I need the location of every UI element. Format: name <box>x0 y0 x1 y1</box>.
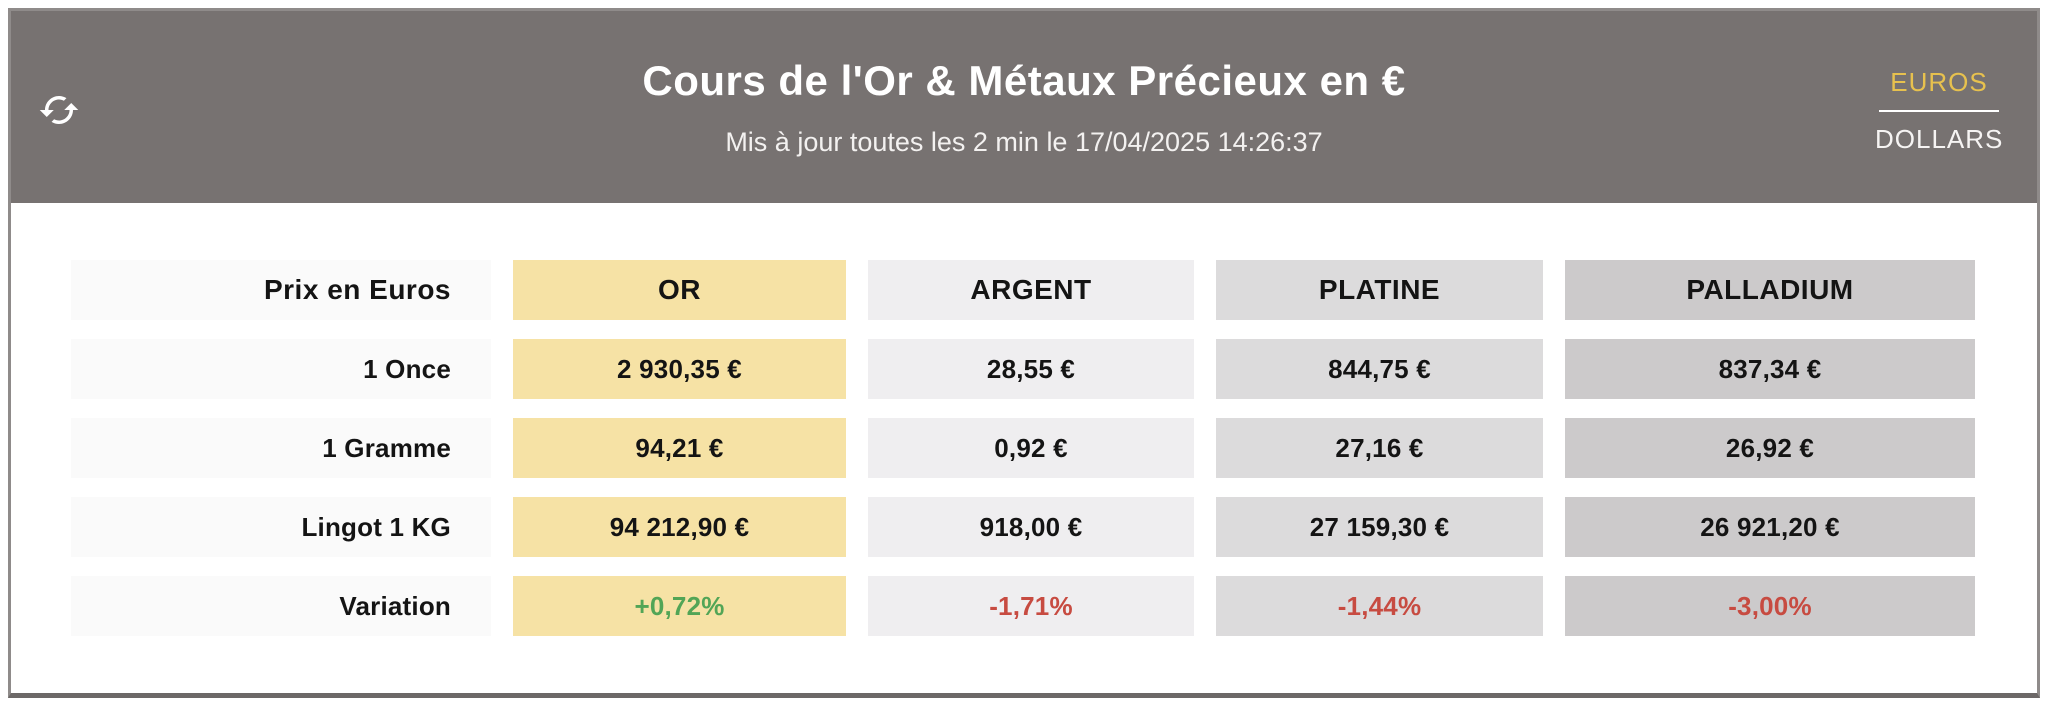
table-corner-label: Prix en Euros <box>71 260 491 320</box>
refresh-button[interactable] <box>37 89 81 133</box>
price-gramme-platine: 27,16 € <box>1216 418 1543 478</box>
row-label-gramme: 1 Gramme <box>71 418 491 478</box>
column-header-argent: ARGENT <box>868 260 1194 320</box>
variation-argent: -1,71% <box>868 576 1194 636</box>
currency-option-dollars[interactable]: DOLLARS <box>1875 124 2004 154</box>
row-label-lingot: Lingot 1 KG <box>71 497 491 557</box>
currency-divider <box>1879 110 1999 112</box>
price-lingot-or: 94 212,90 € <box>513 497 846 557</box>
update-status: Mis à jour toutes les 2 min le 17/04/202… <box>725 127 1323 157</box>
prices-table: Prix en Euros OR ARGENT PLATINE PALLADIU… <box>11 203 2037 636</box>
price-lingot-argent: 918,00 € <box>868 497 1194 557</box>
price-lingot-palladium: 26 921,20 € <box>1565 497 1975 557</box>
row-label-variation: Variation <box>71 576 491 636</box>
price-gramme-argent: 0,92 € <box>868 418 1194 478</box>
currency-toggle: EUROS DOLLARS <box>1875 67 2003 155</box>
price-once-or: 2 930,35 € <box>513 339 846 399</box>
page-title: Cours de l'Or & Métaux Précieux en € <box>642 57 1406 104</box>
column-header-palladium: PALLADIUM <box>1565 260 1975 320</box>
price-once-palladium: 837,34 € <box>1565 339 1975 399</box>
column-header-platine: PLATINE <box>1216 260 1543 320</box>
price-gramme-or: 94,21 € <box>513 418 846 478</box>
currency-option-euros[interactable]: EUROS <box>1890 67 1988 97</box>
widget-header: Cours de l'Or & Métaux Précieux en € Mis… <box>11 11 2037 203</box>
refresh-icon <box>38 96 80 134</box>
column-header-or: OR <box>513 260 846 320</box>
price-gramme-palladium: 26,92 € <box>1565 418 1975 478</box>
variation-or: +0,72% <box>513 576 846 636</box>
row-label-once: 1 Once <box>71 339 491 399</box>
precious-metals-widget: Cours de l'Or & Métaux Précieux en € Mis… <box>8 8 2040 698</box>
variation-palladium: -3,00% <box>1565 576 1975 636</box>
price-once-platine: 844,75 € <box>1216 339 1543 399</box>
price-lingot-platine: 27 159,30 € <box>1216 497 1543 557</box>
variation-platine: -1,44% <box>1216 576 1543 636</box>
header-titles: Cours de l'Or & Métaux Précieux en € Mis… <box>11 11 2037 158</box>
price-once-argent: 28,55 € <box>868 339 1194 399</box>
